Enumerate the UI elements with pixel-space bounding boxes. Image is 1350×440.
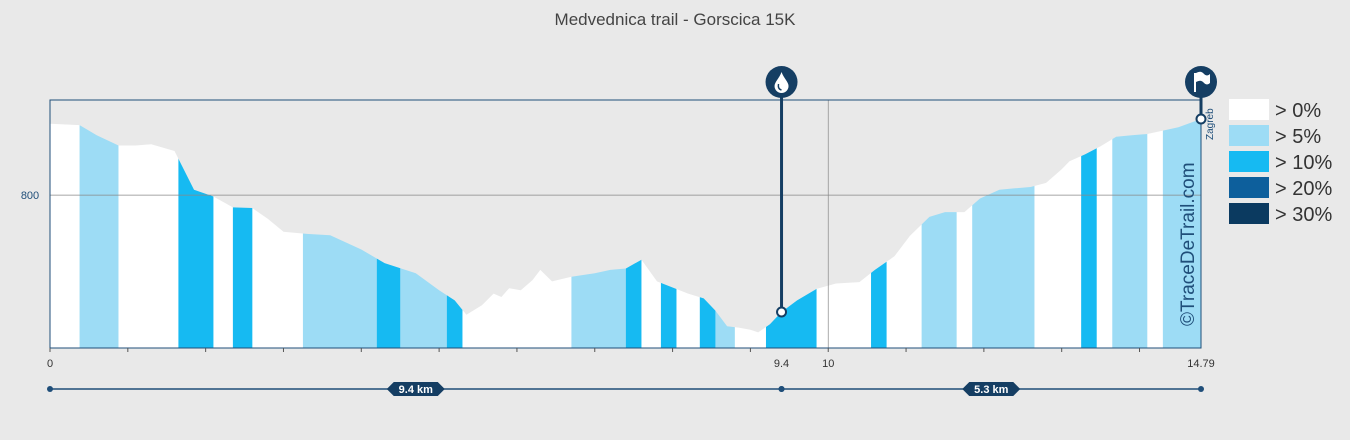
- gradient-band: [1162, 100, 1202, 348]
- flag-cloth: [1196, 71, 1210, 85]
- x-tick-label: 0: [47, 358, 53, 370]
- x-tick-label: 10: [822, 358, 834, 370]
- marker-badge: [1185, 66, 1217, 98]
- segment-distance-label: 9.4 km: [399, 384, 433, 396]
- segment-badge: [386, 382, 445, 396]
- legend-label: > 20%: [1275, 178, 1332, 200]
- legend-label: > 10%: [1275, 152, 1332, 174]
- drop-highlight: [777, 83, 782, 91]
- marker-dot: [1195, 113, 1207, 125]
- legend-swatch: [1229, 151, 1269, 172]
- water-point-marker[interactable]: [765, 66, 798, 318]
- segment-distance-label: 5.3 km: [974, 384, 1008, 396]
- y-tick-label: 800: [21, 190, 39, 202]
- x-tick-label: 9.4: [774, 358, 789, 370]
- segment-endpoint: [1198, 386, 1204, 392]
- x-tick-label: 14.79: [1187, 358, 1215, 370]
- gradient-band: [50, 100, 81, 348]
- legend-label: > 0%: [1275, 100, 1321, 122]
- place-label: Zagreb: [1205, 108, 1216, 140]
- finish-flag-icon: [1194, 71, 1210, 92]
- legend-swatch: [1229, 203, 1269, 224]
- sky-mask: [50, 100, 1201, 333]
- watermark: ©TraceDeTrail.com: [1178, 162, 1199, 326]
- legend-label: > 30%: [1275, 204, 1332, 226]
- chart-title: Medvednica trail - Gorscica 15K: [555, 10, 797, 29]
- gradient-band: [1112, 100, 1148, 348]
- marker-dot: [776, 306, 788, 318]
- gradient-band: [1147, 100, 1164, 348]
- legend-label: > 5%: [1275, 126, 1321, 148]
- gradient-band: [1081, 100, 1098, 348]
- legend-swatch: [1229, 125, 1269, 146]
- finish-marker[interactable]: Zagreb: [1185, 66, 1217, 140]
- segment-endpoint: [47, 386, 53, 392]
- segment-badge: [962, 382, 1021, 396]
- legend-swatch: [1229, 99, 1269, 120]
- segment-endpoint: [778, 386, 785, 392]
- gradient-band: [1096, 100, 1113, 348]
- legend-swatch: [1229, 177, 1269, 198]
